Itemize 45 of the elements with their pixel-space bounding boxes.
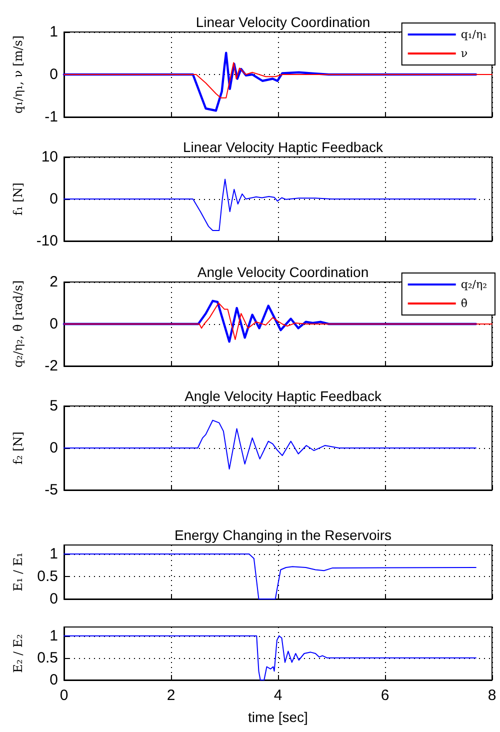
y-tick-label: 10 (41, 148, 58, 166)
y-tick-label: 0 (50, 316, 58, 332)
y-tick-label: 1 (50, 627, 58, 644)
x-tick-label: 8 (488, 687, 496, 704)
legend-label: ν (460, 47, 468, 60)
line-series (62, 300, 478, 343)
y-axis-title: f₂ [N] (11, 432, 25, 464)
y-tick-label: 0 (50, 590, 58, 608)
chart-title: Energy Changing in the Reservoirs (174, 527, 392, 543)
y-tick-label: 1 (50, 24, 58, 40)
y-axis-title: E₂ / E₂ (11, 634, 25, 673)
legend-label: q₁/η₁ (460, 28, 488, 41)
y-tick-label: -1 (44, 108, 58, 126)
y-tick-label: 1 (50, 546, 58, 562)
y-tick-label: 0.5 (37, 568, 58, 585)
y-tick-label: -5 (44, 482, 58, 498)
chart-title: Angle Velocity Coordination (197, 264, 369, 280)
y-tick-label: -2 (44, 358, 58, 374)
line-series (64, 62, 492, 98)
chart-title: Linear Velocity Coordination (196, 14, 370, 30)
x-tick-label: 2 (166, 687, 176, 704)
legend-label: θ̇ (460, 297, 468, 310)
x-tick-label: 6 (380, 687, 390, 704)
y-tick-label: 0.5 (37, 649, 58, 666)
legend-label: q₂/η₂ (460, 278, 488, 291)
y-axis-title: f₁ [N] (11, 182, 25, 216)
y-axis-title: q₂/η₂, θ̇ [rad/s] (11, 280, 25, 368)
y-tick-label: 2 (50, 274, 58, 290)
line-series (62, 52, 478, 112)
y-tick-label: 0 (50, 190, 58, 208)
y-axis-title: E₁ / E₁ (11, 552, 25, 592)
x-axis-title: time [sec] (248, 709, 308, 725)
line-series (64, 178, 476, 231)
y-tick-label: -10 (36, 232, 58, 250)
x-tick-label: 4 (274, 687, 282, 704)
chart-title: Linear Velocity Haptic Feedback (183, 139, 384, 155)
line-series (64, 635, 476, 680)
y-tick-label: 0 (50, 66, 58, 83)
line-series (64, 554, 476, 600)
y-tick-label: 5 (50, 398, 58, 414)
y-tick-label: 0 (50, 672, 58, 688)
y-tick-label: 0 (50, 440, 58, 456)
line-series (64, 420, 476, 470)
chart-title: Angle Velocity Haptic Feedback (184, 388, 382, 404)
y-axis-title: q₁/η₁, ν [m/s] (11, 35, 25, 114)
